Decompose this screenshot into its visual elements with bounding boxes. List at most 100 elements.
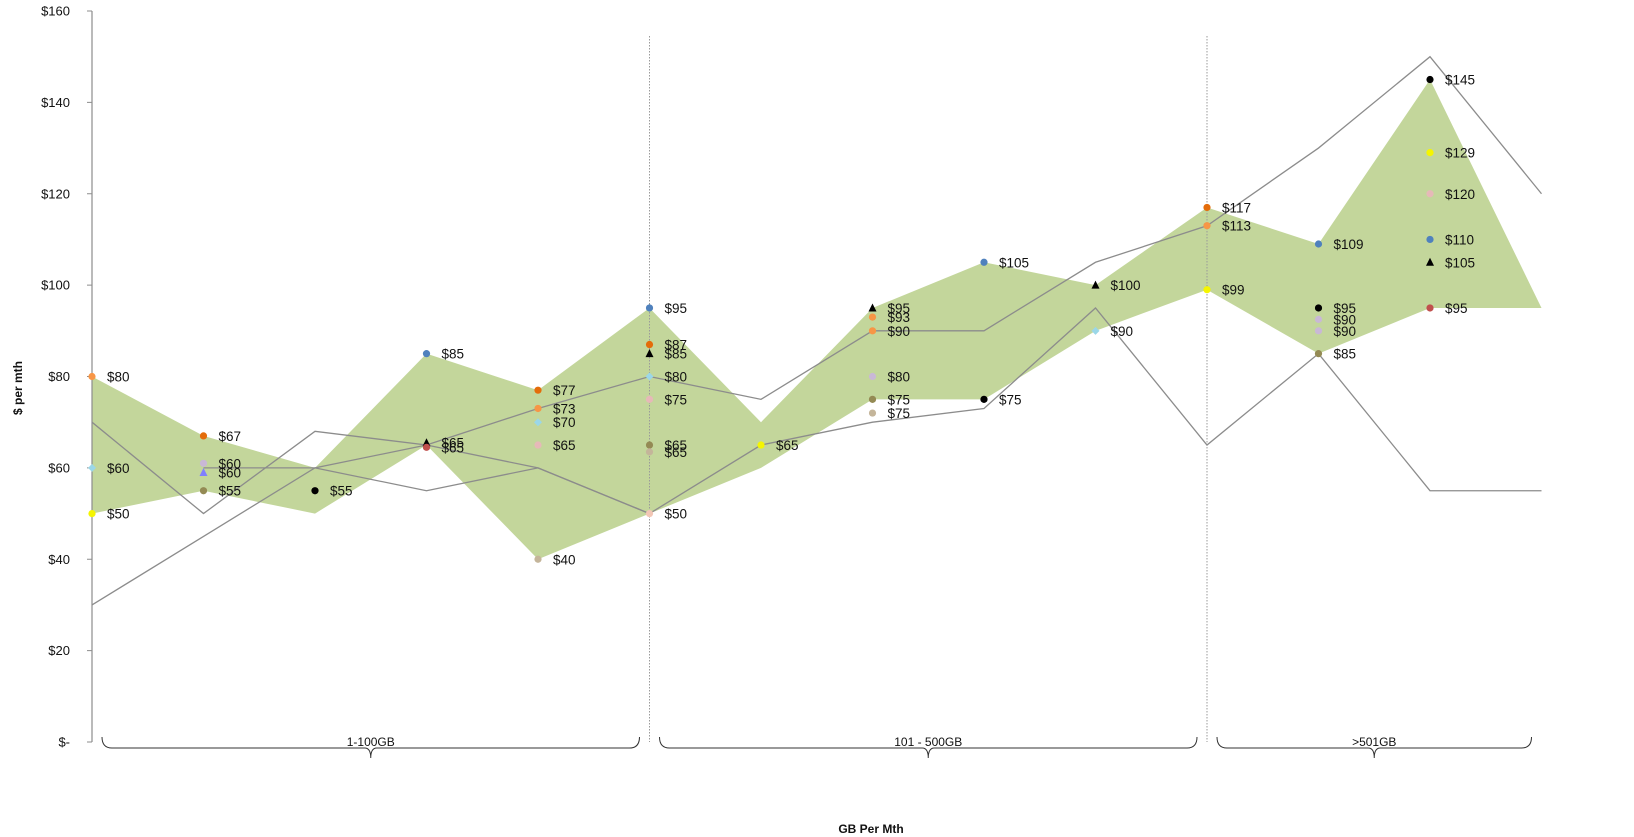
- data-label: $93: [888, 310, 911, 325]
- data-point: [199, 459, 208, 467]
- data-point: [645, 372, 654, 381]
- data-point: [1314, 240, 1323, 248]
- data-point: [980, 258, 988, 266]
- y-tick-label: $160: [41, 4, 70, 19]
- data-label: $85: [442, 347, 465, 362]
- data-point: [422, 443, 431, 451]
- data-label: $55: [330, 484, 353, 499]
- data-point: [868, 395, 877, 403]
- data-point: [1426, 190, 1434, 198]
- data-label: $70: [553, 415, 576, 430]
- data-point: [1091, 280, 1100, 289]
- data-label: $80: [888, 370, 911, 385]
- data-point: [534, 404, 542, 413]
- data-point: [1203, 286, 1211, 294]
- data-point: [88, 463, 96, 472]
- data-point: [645, 395, 654, 403]
- data-label: $87: [665, 338, 688, 353]
- data-label: $65: [442, 436, 465, 451]
- data-label: $105: [1445, 255, 1475, 270]
- y-tick-label: $60: [48, 460, 70, 475]
- data-label: $90: [1334, 312, 1357, 327]
- y-tick-label: $80: [48, 369, 70, 384]
- price-band-area: [92, 79, 1542, 560]
- data-point: [980, 395, 988, 403]
- data-label: $65: [665, 438, 688, 453]
- data-point: [645, 349, 654, 358]
- data-label: $77: [553, 383, 576, 398]
- data-point: [757, 441, 765, 449]
- data-point: [422, 438, 431, 447]
- data-label: $75: [888, 406, 911, 421]
- data-point: [534, 386, 542, 394]
- data-label: $55: [219, 484, 242, 499]
- y-tick-label: $20: [48, 643, 70, 658]
- x-axis-groups: 1-100GB 101 - 500GB >501GB: [101, 735, 1532, 759]
- y-axis: $- $20 $40 $60 $80 $100 $120 $140 $160: [41, 4, 93, 750]
- reference-line: [203, 467, 650, 515]
- data-point: [199, 467, 208, 476]
- data-point: [1314, 350, 1323, 358]
- data-label: $65: [776, 438, 799, 453]
- data-point: [1314, 304, 1323, 312]
- y-tick-label: $40: [48, 552, 70, 567]
- data-label: $99: [1222, 283, 1245, 298]
- y-tick-label: $120: [41, 186, 70, 201]
- data-label: $90: [1334, 324, 1357, 339]
- data-point: [1203, 203, 1211, 212]
- data-point: [88, 509, 96, 518]
- data-point: [1314, 315, 1323, 323]
- data-label: $60: [219, 456, 242, 471]
- data-labels: $80$60$50$67$60$60$55 $55$85$65$65$77$73$…: [107, 73, 1475, 568]
- data-point: [1426, 75, 1434, 84]
- group-label: 101 - 500GB: [894, 735, 962, 749]
- data-label: $75: [888, 392, 911, 407]
- data-label: $105: [999, 255, 1029, 270]
- data-label: $65: [442, 440, 465, 455]
- data-label: $67: [219, 429, 242, 444]
- data-label: $60: [219, 465, 242, 480]
- data-point: [1314, 327, 1323, 335]
- data-points: [88, 75, 1434, 563]
- data-label: $95: [888, 301, 911, 316]
- data-label: $40: [553, 552, 576, 567]
- data-label: $60: [107, 461, 130, 476]
- group-label: 1-100GB: [347, 735, 395, 749]
- y-tick-label: $100: [41, 278, 70, 293]
- group-bracket: [659, 736, 1198, 759]
- data-label: $110: [1445, 232, 1474, 247]
- data-point: [1426, 257, 1434, 266]
- x-axis-title: GB Per Mth: [838, 822, 903, 836]
- data-label: $80: [107, 370, 130, 385]
- reference-line: [91, 307, 1542, 515]
- data-point: [645, 441, 654, 449]
- group-bracket: [101, 736, 640, 759]
- data-label: $109: [1334, 237, 1364, 252]
- data-label: $73: [553, 401, 576, 416]
- data-label: $65: [665, 445, 688, 460]
- group-bracket: [1216, 736, 1532, 759]
- data-point: [1426, 149, 1434, 157]
- data-label: $100: [1111, 278, 1141, 293]
- data-point: [868, 327, 877, 335]
- data-point: [645, 448, 654, 456]
- data-point: [199, 432, 208, 440]
- data-label: $95: [1334, 301, 1357, 316]
- data-label: $80: [665, 370, 688, 385]
- data-label: $50: [107, 507, 130, 522]
- data-label: $120: [1445, 187, 1475, 202]
- group-dividers: [649, 36, 1208, 742]
- data-label: $90: [1111, 324, 1134, 339]
- data-point: [645, 304, 654, 312]
- data-point: [868, 409, 877, 417]
- data-label: $95: [665, 301, 688, 316]
- y-tick-label: $-: [58, 735, 70, 750]
- data-point: [199, 487, 208, 495]
- data-label: $75: [665, 392, 688, 407]
- data-point: [645, 340, 654, 349]
- data-label: $50: [665, 507, 688, 522]
- data-point: [311, 487, 319, 495]
- price-range-band: [92, 79, 1542, 560]
- y-axis-title: $ per mth: [11, 361, 25, 415]
